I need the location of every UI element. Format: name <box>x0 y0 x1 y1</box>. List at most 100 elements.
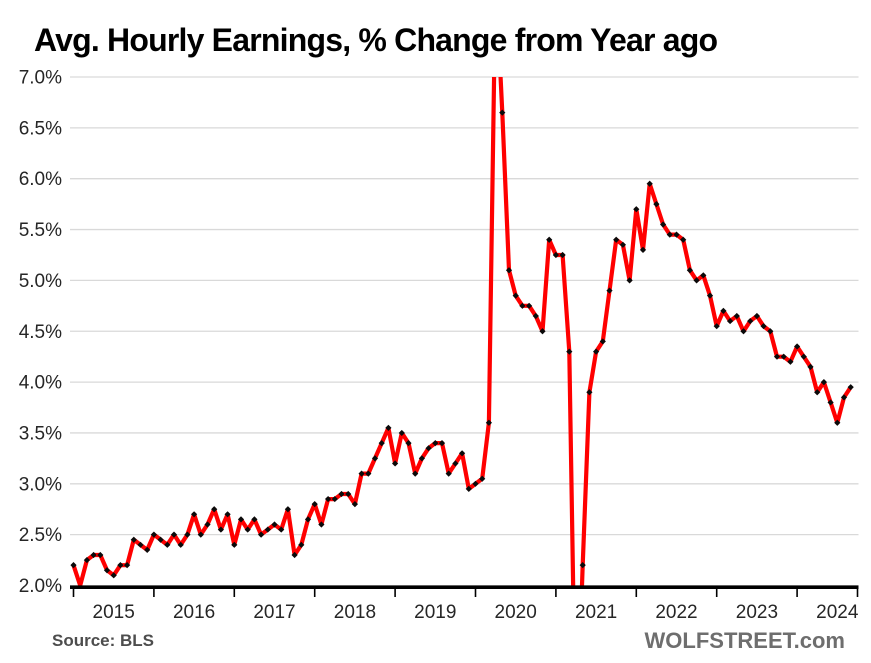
data-point-marker <box>794 343 801 350</box>
data-point-marker <box>479 475 486 482</box>
data-point-marker <box>197 531 204 538</box>
data-point-marker <box>164 541 171 548</box>
data-point-marker <box>559 251 566 259</box>
watermark-wolfstreet: WOLFSTREET.com <box>644 628 845 653</box>
data-point-marker <box>512 292 519 299</box>
data-point-marker <box>840 394 848 401</box>
data-point-marker <box>519 302 526 309</box>
data-point-marker <box>244 526 251 533</box>
data-point-marker <box>284 506 291 513</box>
data-point-marker <box>170 531 178 538</box>
data-point-marker <box>720 307 727 315</box>
data-point-marker <box>278 526 285 533</box>
y-axis-label: 6.0% <box>19 169 62 190</box>
data-point-marker <box>820 379 827 386</box>
x-axis-label: 2019 <box>414 602 456 623</box>
data-point-marker <box>445 470 452 477</box>
y-axis-label: 2.0% <box>19 576 62 597</box>
data-point-marker <box>385 424 392 431</box>
data-point-marker <box>639 246 647 253</box>
data-point-marker <box>626 277 633 284</box>
source-note: Source: BLS <box>52 631 155 650</box>
data-point-marker <box>660 221 667 228</box>
data-point-marker <box>552 251 559 259</box>
data-point-marker <box>258 531 265 538</box>
x-axis-label: 2022 <box>655 602 697 623</box>
x-axis-label: 2023 <box>736 602 778 623</box>
data-point-marker <box>613 236 620 243</box>
y-axis-label: 7.0% <box>19 68 62 89</box>
x-axis-label: 2021 <box>575 602 617 623</box>
data-point-marker <box>97 551 104 559</box>
data-point-marker <box>586 389 593 396</box>
data-point-marker <box>251 516 258 523</box>
x-axis-label: 2016 <box>173 602 215 623</box>
x-axis-label: 2024 <box>816 602 859 623</box>
data-point-marker <box>184 531 191 538</box>
data-point-marker <box>452 460 459 467</box>
x-axis-label: 2017 <box>253 602 295 623</box>
data-point-marker <box>814 389 821 396</box>
data-point-marker <box>311 501 318 508</box>
data-point-marker <box>666 231 673 238</box>
data-point-marker <box>90 551 97 559</box>
data-point-marker <box>177 541 184 548</box>
data-point-marker <box>418 455 425 462</box>
data-point-marker <box>318 521 325 528</box>
y-axis-label: 6.5% <box>19 118 62 139</box>
y-axis-label: 4.0% <box>19 373 62 394</box>
data-point-marker <box>673 231 680 238</box>
data-point-marker <box>619 241 626 248</box>
data-point-marker <box>425 445 432 452</box>
data-point-marker <box>264 526 271 533</box>
data-point-marker <box>593 348 600 355</box>
data-point-marker <box>392 460 399 467</box>
data-point-marker <box>773 353 781 360</box>
data-point-marker <box>432 440 439 447</box>
data-point-marker <box>740 328 747 335</box>
data-point-marker <box>351 501 358 508</box>
data-point-marker <box>217 526 224 533</box>
data-point-marker <box>124 562 131 569</box>
data-point-marker <box>700 272 707 279</box>
data-point-marker <box>680 236 687 243</box>
data-point-marker <box>606 287 613 294</box>
x-axis-label: 2018 <box>334 602 376 623</box>
data-point-marker <box>117 562 124 569</box>
data-point-marker <box>800 353 807 360</box>
data-point-marker <box>150 531 157 538</box>
data-point-marker <box>713 323 720 330</box>
data-point-marker <box>211 506 218 513</box>
y-axis-label: 3.0% <box>19 474 62 495</box>
data-point-marker <box>103 567 111 574</box>
data-point-marker <box>646 180 653 187</box>
x-axis-label: 2020 <box>495 602 537 623</box>
y-axis-label: 5.0% <box>19 271 62 292</box>
data-point-marker <box>157 536 164 543</box>
data-point-marker <box>693 277 700 284</box>
y-axis-label: 4.5% <box>19 322 62 343</box>
data-point-marker <box>787 358 794 365</box>
data-point-marker <box>137 541 144 548</box>
data-point-marker <box>438 440 446 447</box>
x-axis-label: 2015 <box>93 602 135 623</box>
data-point-marker <box>780 353 787 360</box>
data-point-marker <box>358 470 365 477</box>
data-point-marker <box>753 312 760 320</box>
data-point-marker <box>365 470 372 477</box>
data-point-marker <box>204 521 211 528</box>
data-point-marker <box>331 495 338 503</box>
data-point-marker <box>747 317 754 325</box>
data-point-marker <box>371 455 379 462</box>
data-point-marker <box>231 541 238 548</box>
data-point-marker <box>70 562 77 569</box>
data-point-marker <box>505 267 513 274</box>
data-point-marker <box>733 312 740 320</box>
data-point-marker <box>412 470 419 477</box>
data-point-marker <box>224 511 231 518</box>
data-point-marker <box>579 562 586 569</box>
data-point-marker <box>633 206 640 213</box>
data-point-marker <box>706 292 714 299</box>
